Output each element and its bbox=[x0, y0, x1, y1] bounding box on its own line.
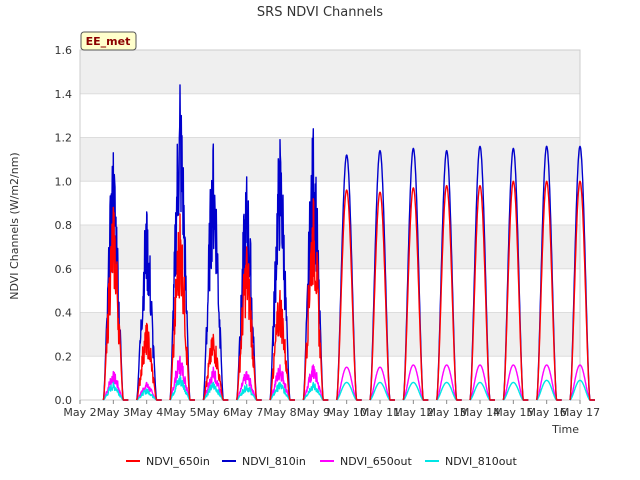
x-tick-label: May 7 bbox=[230, 406, 263, 419]
y-axis-label: NDVI Channels (W/m2/nm) bbox=[8, 152, 21, 299]
legend-item-ndvi_810in: NDVI_810in bbox=[222, 455, 306, 468]
x-tick-label: May 10 bbox=[327, 406, 367, 419]
series-layer bbox=[102, 84, 595, 401]
ee-met-badge: EE_met bbox=[80, 31, 137, 51]
grid-band bbox=[80, 137, 580, 182]
legend: NDVI_650in NDVI_810in NDVI_650out NDVI_810o… bbox=[126, 455, 517, 468]
legend-item-ndvi_650in: NDVI_650in bbox=[126, 455, 210, 468]
series-line-ndvi_650in bbox=[102, 180, 595, 401]
x-tick-label: May 17 bbox=[560, 406, 600, 419]
grid-band bbox=[80, 312, 580, 357]
y-tick-label: 1.4 bbox=[55, 88, 73, 101]
y-tick-label: 0.2 bbox=[55, 350, 73, 363]
legend-item-ndvi_810out: NDVI_810out bbox=[425, 455, 517, 468]
x-tick-label: May 9 bbox=[297, 406, 330, 419]
x-tick-label: May 3 bbox=[97, 406, 130, 419]
grid-bands bbox=[80, 50, 580, 357]
x-tick-label: May 15 bbox=[493, 406, 533, 419]
y-tick-label: 1.2 bbox=[55, 132, 73, 145]
y-tick-label: 1.6 bbox=[55, 44, 73, 57]
legend-label: NDVI_810in bbox=[242, 455, 306, 468]
x-tick-label: May 12 bbox=[393, 406, 433, 419]
x-axis-label: Time bbox=[551, 423, 579, 436]
chart-title: SRS NDVI Channels bbox=[257, 5, 383, 20]
series-line-ndvi_810out bbox=[102, 375, 595, 401]
legend-label: NDVI_810out bbox=[445, 455, 517, 468]
x-tick-label: May 2 bbox=[63, 406, 96, 419]
grid-lines bbox=[79, 49, 581, 401]
x-tick-label: May 16 bbox=[527, 406, 567, 419]
grid-band bbox=[80, 225, 580, 269]
y-tick-label: 0.6 bbox=[55, 263, 73, 276]
x-tick-label: May 6 bbox=[197, 406, 230, 419]
x-tick-label: May 11 bbox=[360, 406, 400, 419]
legend-label: NDVI_650out bbox=[340, 455, 412, 468]
grid-band bbox=[80, 50, 580, 94]
series-line-ndvi_810in bbox=[102, 84, 595, 401]
x-tick-label: May 13 bbox=[427, 406, 467, 419]
legend-item-ndvi_650out: NDVI_650out bbox=[320, 455, 412, 468]
y-tick-label: 1.0 bbox=[55, 175, 73, 188]
x-tick-label: May 8 bbox=[263, 406, 296, 419]
legend-label: NDVI_650in bbox=[146, 455, 210, 468]
plot-frame bbox=[79, 49, 581, 401]
y-tick-label: 0.4 bbox=[55, 307, 73, 320]
badge-box bbox=[80, 31, 137, 51]
x-tick-labels: May 2 May 3 May 4 May 5 May 6 May 7 May 8 May 9… bbox=[63, 400, 600, 419]
y-tick-label: 0.8 bbox=[55, 219, 73, 232]
series-line-ndvi_650out bbox=[102, 355, 595, 401]
x-tick-label: May 14 bbox=[460, 406, 500, 419]
y-tick-label: 0.0 bbox=[55, 394, 73, 407]
y-tick-labels: 0.0 0.2 0.4 0.6 0.8 1.0 1.2 1.4 1.6 bbox=[55, 44, 73, 407]
x-tick-label: May 4 bbox=[130, 406, 163, 419]
badge-label: EE_met bbox=[86, 35, 131, 48]
x-tick-label: May 5 bbox=[163, 406, 196, 419]
